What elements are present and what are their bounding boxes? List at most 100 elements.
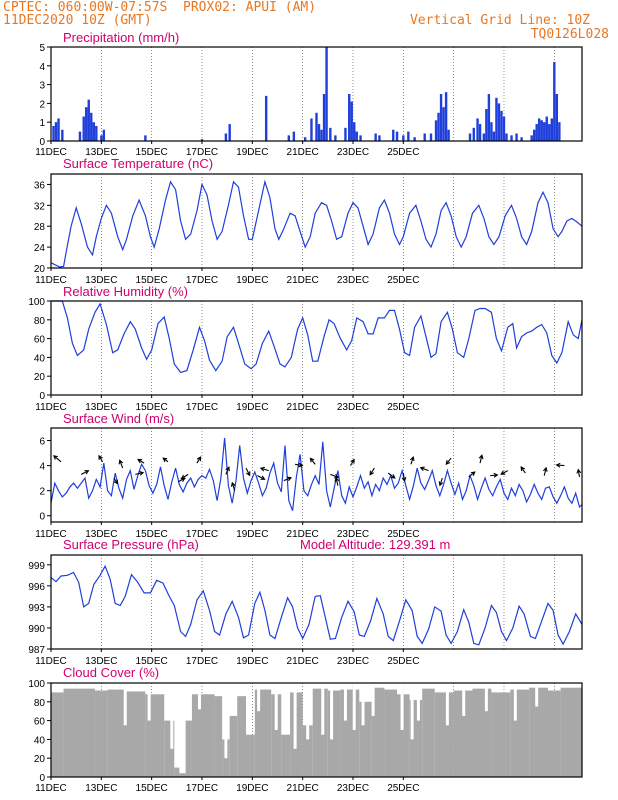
rh-y-tick-label: 40 xyxy=(34,353,46,364)
precip-bar xyxy=(515,133,518,141)
wind-arrow-head xyxy=(180,474,186,480)
precip-bar xyxy=(52,125,55,141)
temp-x-tick-label: 15DEC xyxy=(136,275,168,286)
temp-series-line xyxy=(50,179,583,268)
cloud-y-tick-label: 0 xyxy=(39,773,45,784)
wind-arrow xyxy=(445,457,452,465)
rh-x-tick-label: 11DEC xyxy=(35,402,67,413)
wind-arrow-head xyxy=(334,473,340,479)
wind-panel: 0 2 4 6 11DEC 13DEC 15DEC 17DEC 19DEC 21DEC 23DEC 2… xyxy=(35,411,583,540)
wind-arrow-head xyxy=(350,458,355,464)
precip-bar xyxy=(548,124,551,141)
cloud-bar xyxy=(214,696,223,777)
precip-panel: 0 1 2 3 4 5 11DEC 13DEC 15DEC 17DEC 19DEC 21DEC 23DE… xyxy=(35,30,583,158)
wind-arrow xyxy=(295,463,303,467)
precip-bar xyxy=(85,107,88,141)
wind-arrow xyxy=(577,469,581,477)
temp-x-tick-label: 19DEC xyxy=(236,275,268,286)
cloud-bar xyxy=(281,734,291,777)
rh-x-tick-label: 19DEC xyxy=(236,402,268,413)
rh-series-line xyxy=(51,300,583,374)
cloud-gap xyxy=(224,683,228,759)
wind-frame xyxy=(50,427,583,523)
precip-bar xyxy=(532,129,536,141)
wind-arrow-head xyxy=(84,470,90,475)
rh-x-tick-label: 23DEC xyxy=(337,402,369,413)
precip-bar xyxy=(500,110,503,141)
press-x-tick-label: 21DEC xyxy=(287,656,319,667)
precip-bar xyxy=(558,122,561,141)
cloud-bar xyxy=(51,692,64,777)
precip-bar xyxy=(78,131,82,141)
precip-bar xyxy=(92,122,95,141)
precip-bar xyxy=(429,133,433,141)
cloud-gap xyxy=(330,683,334,740)
cloud-gap xyxy=(321,683,325,735)
cloud-gap xyxy=(352,683,356,730)
press-x-tick-label: 23DEC xyxy=(337,656,369,667)
precip-bar xyxy=(348,94,351,141)
precip-bar xyxy=(102,129,106,141)
precip-x-tick-label: 11DEC xyxy=(35,147,67,158)
precip-bar xyxy=(543,122,546,141)
precip-bar xyxy=(303,137,307,141)
temp-y-tick-label: 32 xyxy=(34,201,46,212)
precip-y-tick-label: 4 xyxy=(39,62,45,73)
wind-arrow xyxy=(53,455,62,463)
wind-arrow xyxy=(556,464,565,467)
precip-bar xyxy=(54,122,58,141)
temp-x-tick-label: 13DEC xyxy=(85,275,117,286)
cloud-y-tick-label: 80 xyxy=(34,698,46,709)
wind-arrow xyxy=(245,467,251,476)
precip-bar xyxy=(505,133,508,141)
cloud-y-tick-label: 20 xyxy=(34,754,46,765)
precip-bar xyxy=(344,127,347,141)
cloud-gap xyxy=(343,683,347,721)
wind-arrow xyxy=(420,467,429,472)
cloud-bar xyxy=(472,688,492,777)
wind-arrow xyxy=(225,466,230,475)
precip-bar xyxy=(492,131,496,141)
rh-panel: 0 20 40 60 80 100 11DEC 13DEC 15DEC 17DEC 19DEC 21D… xyxy=(28,284,583,413)
cloud-gap xyxy=(170,683,174,749)
temp-x-tick-label: 25DEC xyxy=(387,275,419,286)
precip-x-tick-label: 21DEC xyxy=(287,147,319,158)
rh-x-tick-label: 21DEC xyxy=(287,402,319,413)
press-x-tick-label: 19DEC xyxy=(236,656,268,667)
wind-arrow-head xyxy=(260,475,266,480)
wind-arrow xyxy=(410,456,414,465)
precip-y-tick-label: 3 xyxy=(39,81,45,92)
press-y-tick-label: 987 xyxy=(28,645,45,656)
cloud-frame xyxy=(50,682,583,778)
precip-bar xyxy=(497,103,501,141)
precip-bar xyxy=(392,129,395,141)
press-annotation: Model Altitude: 129.391 m xyxy=(300,537,450,552)
wind-y-tick-label: 6 xyxy=(39,437,45,448)
cloud-bar xyxy=(340,689,360,777)
wind-arrow-head xyxy=(542,466,548,472)
wind-arrow-head xyxy=(334,476,340,482)
cloud-gap xyxy=(197,683,201,710)
cloud-gap xyxy=(535,683,539,707)
wind-arrow xyxy=(231,482,236,491)
precip-bar xyxy=(485,109,488,141)
precip-x-tick-label: 19DEC xyxy=(236,147,268,158)
cloud-bar xyxy=(434,692,454,777)
cloud-gap xyxy=(416,683,420,721)
precip-bar xyxy=(61,129,64,141)
press-x-tick-label: 17DEC xyxy=(186,656,218,667)
cloud-bar xyxy=(529,687,549,777)
cloud-gap xyxy=(123,683,127,726)
cloud-bar xyxy=(254,689,272,777)
wind-arrow-head xyxy=(401,476,407,483)
cloud-x-tick-label: 15DEC xyxy=(136,783,168,794)
cloud-bar xyxy=(491,692,511,777)
precip-bar xyxy=(90,112,93,141)
precip-bar xyxy=(472,127,475,141)
cloud-gap xyxy=(306,683,310,740)
temp-y-tick-label: 28 xyxy=(34,222,46,233)
precip-bar xyxy=(439,94,443,141)
wind-arrow-head xyxy=(196,456,202,462)
cloud-bar xyxy=(185,720,192,777)
wind-arrow xyxy=(80,470,89,475)
